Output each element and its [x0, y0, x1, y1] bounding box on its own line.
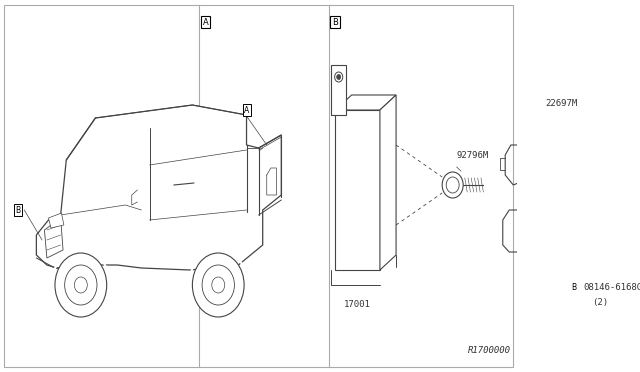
Circle shape: [212, 277, 225, 293]
Circle shape: [193, 253, 244, 317]
Circle shape: [442, 172, 463, 198]
Polygon shape: [335, 95, 396, 110]
Circle shape: [65, 265, 97, 305]
Text: A: A: [203, 17, 209, 26]
Polygon shape: [335, 110, 380, 270]
Circle shape: [202, 265, 234, 305]
Circle shape: [544, 168, 556, 182]
Text: 22697M: 22697M: [546, 99, 578, 108]
Circle shape: [55, 253, 107, 317]
Text: (2): (2): [592, 298, 608, 307]
Text: 08146-6168G: 08146-6168G: [584, 283, 640, 292]
Polygon shape: [36, 105, 282, 270]
Polygon shape: [380, 95, 396, 270]
Text: B: B: [15, 205, 20, 215]
Text: 17001: 17001: [344, 300, 371, 309]
Text: A: A: [244, 106, 249, 115]
Circle shape: [446, 177, 459, 193]
Circle shape: [596, 238, 616, 262]
Text: 92796M: 92796M: [457, 151, 489, 160]
Polygon shape: [44, 218, 63, 258]
Polygon shape: [574, 118, 586, 220]
Text: R1700000: R1700000: [468, 346, 511, 355]
Polygon shape: [49, 213, 64, 228]
Polygon shape: [525, 118, 586, 130]
Text: B: B: [572, 283, 577, 292]
Circle shape: [74, 277, 87, 293]
Circle shape: [335, 72, 343, 82]
Circle shape: [566, 279, 581, 297]
Polygon shape: [525, 245, 550, 260]
Circle shape: [337, 74, 340, 80]
Polygon shape: [332, 65, 346, 115]
Polygon shape: [525, 130, 574, 220]
Circle shape: [600, 243, 612, 257]
Text: B: B: [332, 17, 338, 26]
